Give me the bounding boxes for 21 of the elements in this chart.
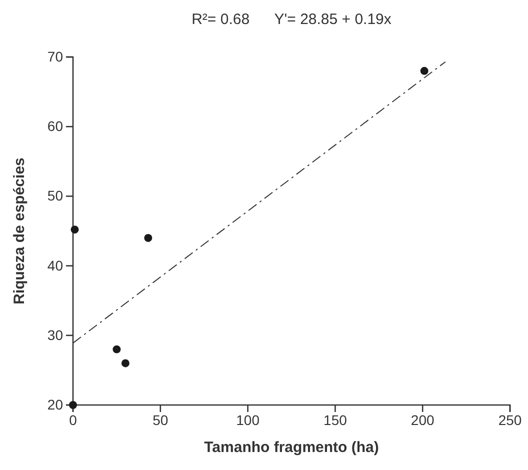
x-tick-label: 50 [152,412,168,428]
x-tick-label: 100 [236,412,260,428]
point [69,401,77,409]
point [112,345,121,354]
x-tick-label: 150 [324,412,348,428]
y-tick-label: 20 [47,396,64,412]
y-tick-label: 70 [47,48,64,64]
y-tick-label: 30 [47,326,64,343]
point [420,66,428,75]
point [144,234,152,242]
y-tick-label: 50 [47,188,64,204]
y-tick-label: 40 [47,257,64,274]
y-axis-title: Riqueza de espécies [11,158,28,304]
x-tick-label: 0 [69,412,78,428]
x-tick-label: 250 [498,412,522,428]
chart-title: R²= 0.68 Y'= 28.85 + 0.19x [192,11,392,28]
y-tick-label: 60 [47,118,64,134]
x-tick-label: 200 [410,412,434,428]
x-axis-title: Tamanho fragmento (ha) [204,439,379,456]
point [70,226,79,234]
point [121,359,130,368]
